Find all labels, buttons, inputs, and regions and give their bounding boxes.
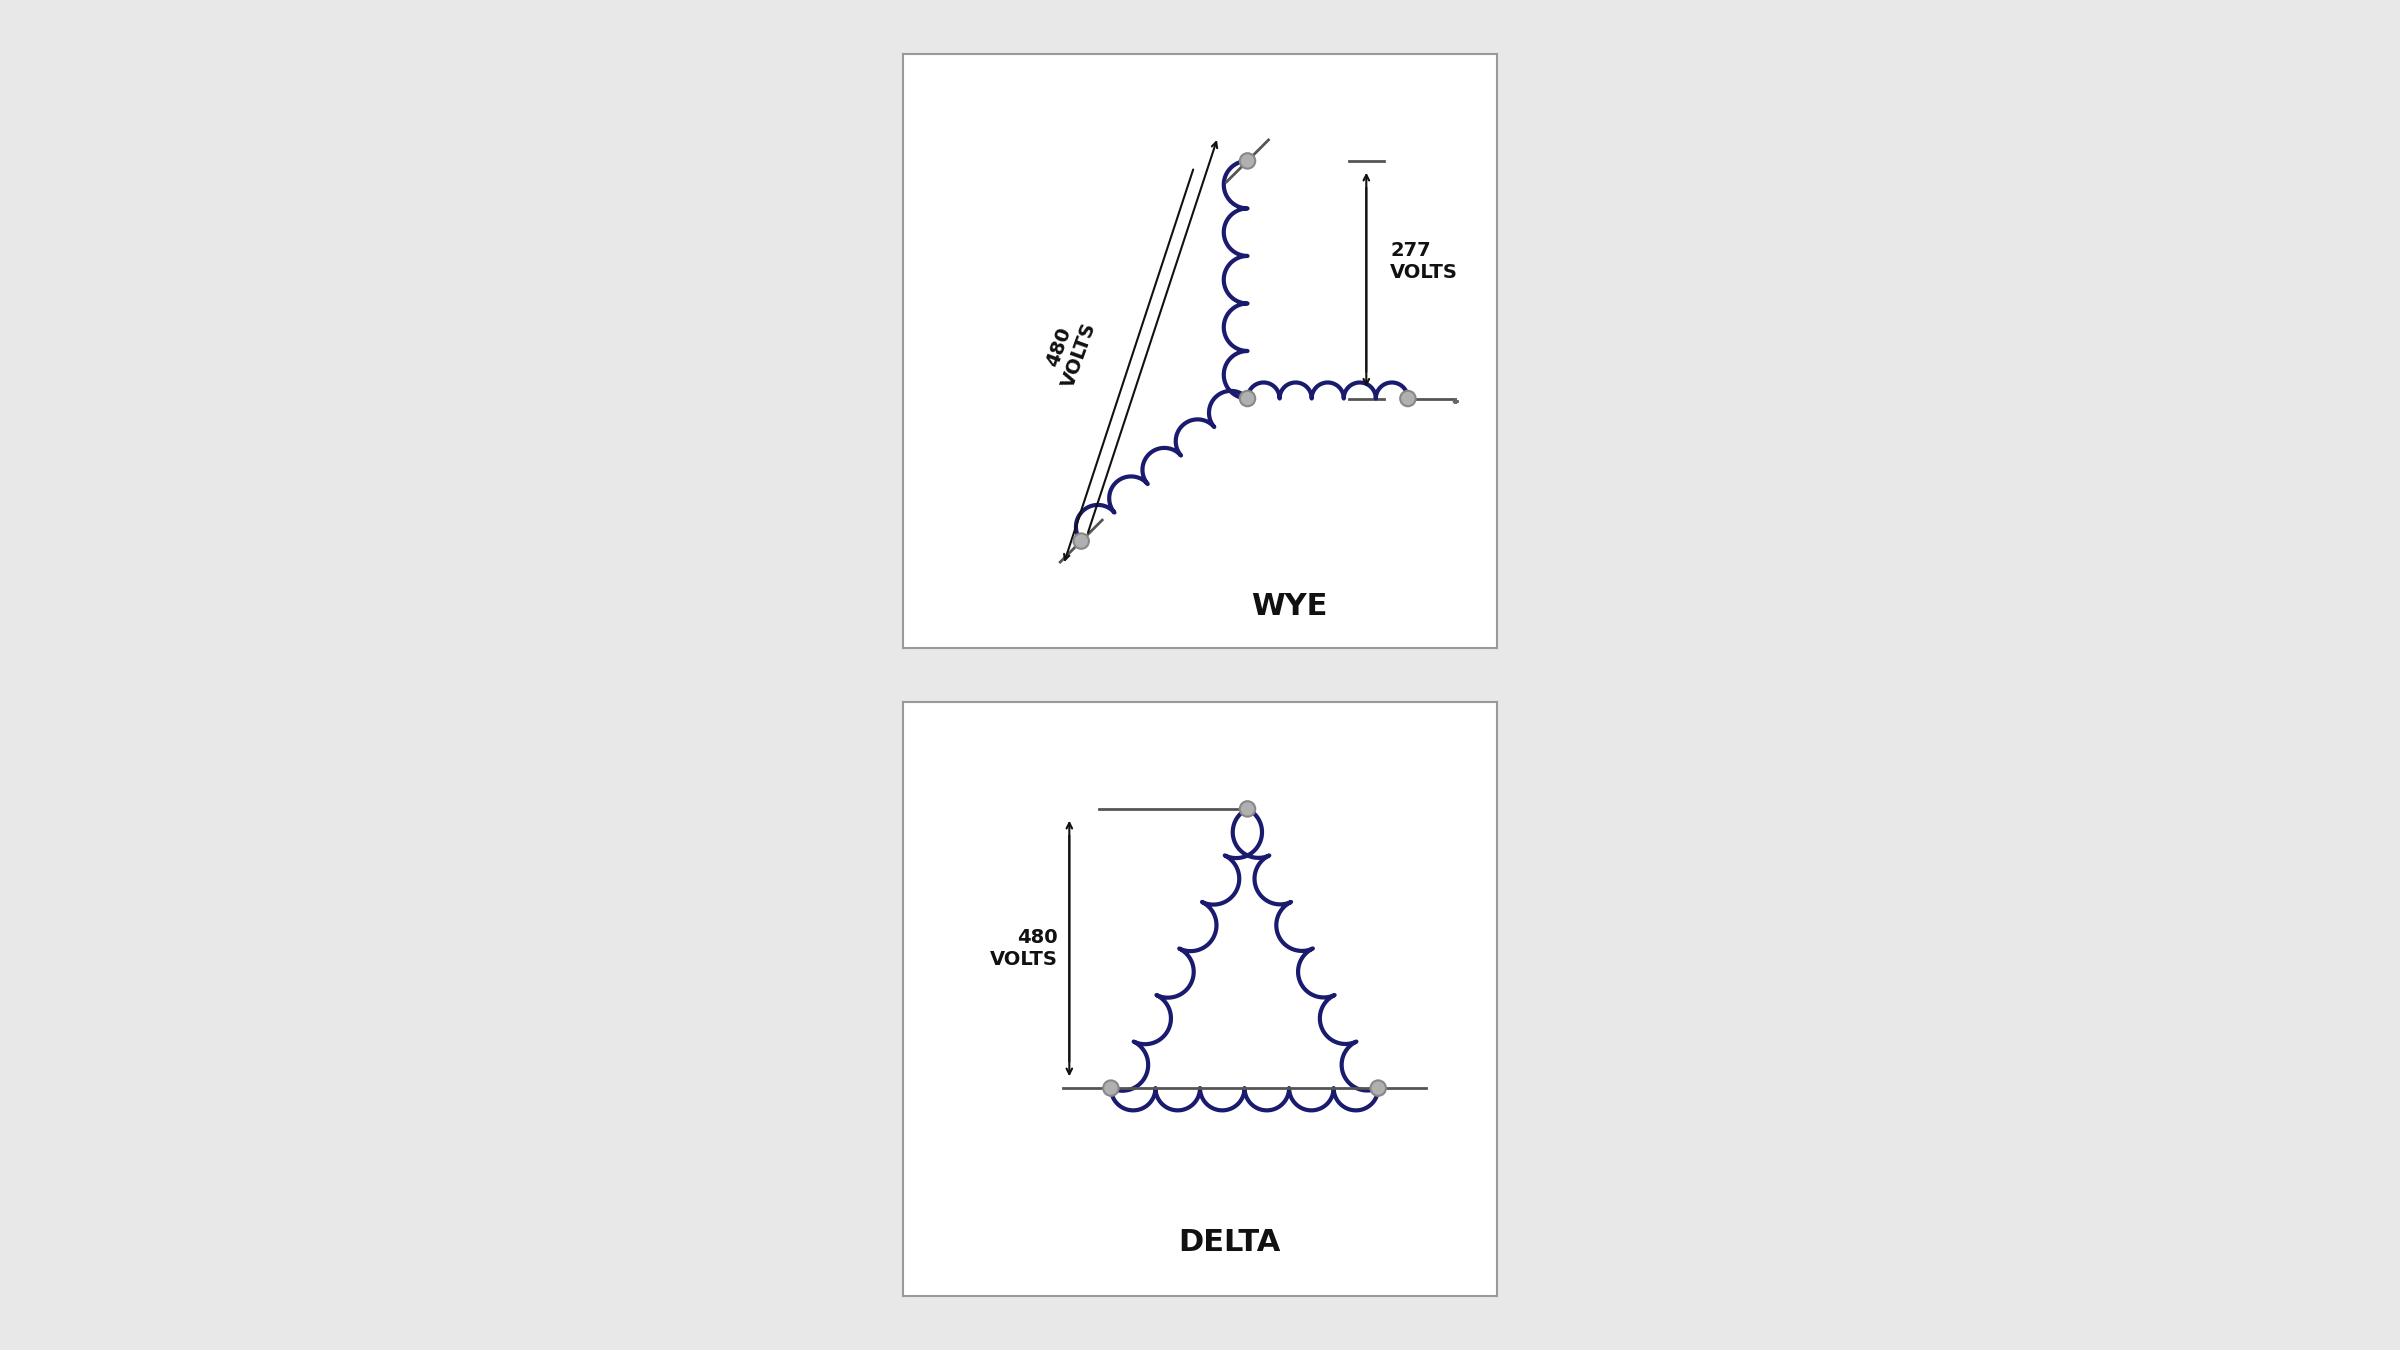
Circle shape [1073, 533, 1090, 549]
Text: DELTA: DELTA [1178, 1228, 1282, 1257]
Circle shape [1241, 390, 1255, 406]
Text: 480
VOLTS: 480 VOLTS [1039, 312, 1099, 390]
Text: WYE: WYE [1250, 591, 1327, 621]
Circle shape [1370, 1080, 1385, 1096]
Circle shape [1241, 801, 1255, 817]
Text: 277
VOLTS: 277 VOLTS [1390, 242, 1457, 282]
Circle shape [1104, 1080, 1118, 1096]
Circle shape [1241, 153, 1255, 169]
Text: 480
VOLTS: 480 VOLTS [989, 927, 1058, 969]
Circle shape [1399, 390, 1416, 406]
